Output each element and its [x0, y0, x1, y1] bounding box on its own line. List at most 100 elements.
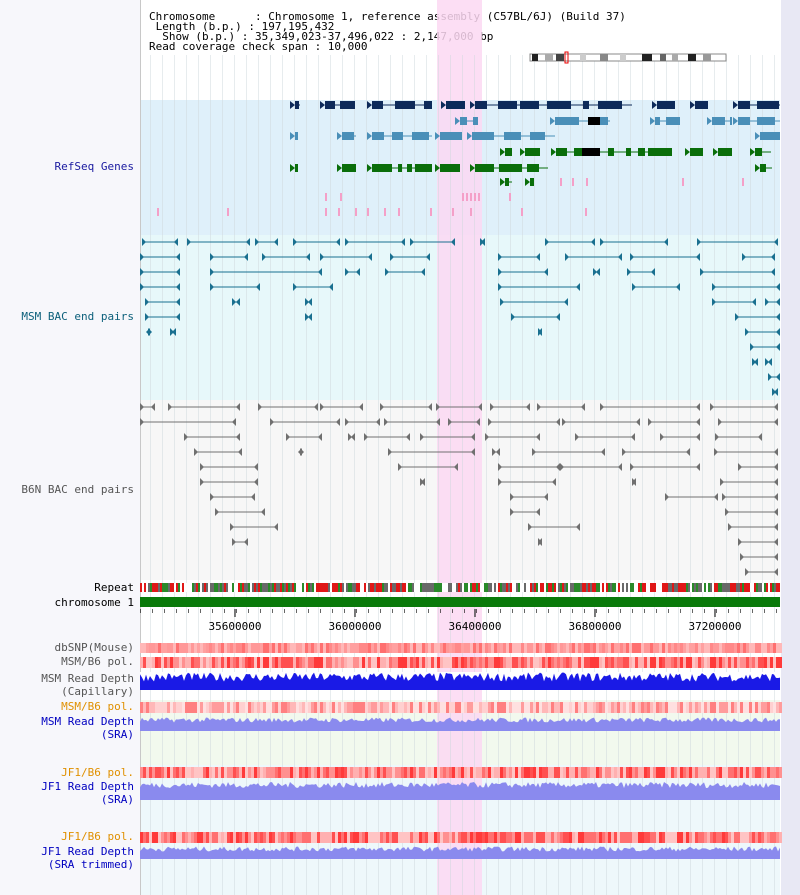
msm-b6-pol2-cell — [437, 702, 440, 713]
jf1-b6-pol-cell — [257, 767, 260, 778]
repeat-element — [354, 583, 356, 592]
track-label-repeat[interactable]: Repeat — [94, 581, 134, 594]
track-label-jf1-depth-sra[interactable]: JF1 Read Depth — [41, 780, 134, 793]
jf1-b6-pol2-cell — [221, 832, 224, 843]
jf1-b6-pol2-cell — [173, 832, 176, 843]
b6n-bac-end — [454, 463, 458, 471]
jf1-b6-pol2-cell — [497, 832, 500, 843]
msm-bac-end — [308, 313, 312, 321]
msm-b6-pol2-cell — [452, 702, 455, 713]
repeat-element — [758, 583, 760, 592]
dbsnp-cell — [563, 643, 566, 653]
repeat-element — [648, 583, 650, 592]
dbsnp-cell — [242, 643, 245, 653]
msm-bac-end — [293, 283, 297, 291]
jf1-b6-pol2-cell — [311, 832, 314, 843]
jf1-b6-pol-cell — [533, 767, 536, 778]
msm-b6-pol-cell — [557, 657, 560, 668]
dbsnp-cell — [578, 643, 581, 653]
b6n-bac-end — [696, 463, 700, 471]
dbsnp-cell — [494, 643, 497, 653]
strand-arrow — [652, 101, 657, 109]
msm-b6-pol-cell — [569, 657, 572, 668]
gene-exon — [395, 101, 415, 109]
track-label-jf1-b6-pol-1[interactable]: JF1/B6 pol. — [61, 766, 134, 779]
msm-b6-pol2-cell — [428, 702, 431, 713]
gene-exon — [760, 132, 780, 140]
ideogram-position-marker — [564, 51, 569, 64]
jf1-b6-pol-cell — [725, 767, 728, 778]
repeat-element — [440, 583, 442, 592]
dbsnp-cell — [608, 643, 611, 653]
repeat-element — [344, 583, 346, 592]
msm-bac-end — [632, 283, 636, 291]
jf1-b6-pol2-cell — [671, 832, 674, 843]
repeat-element — [774, 583, 776, 592]
track-label-jf1-depth-trimmed[interactable]: JF1 Read Depth — [41, 845, 134, 858]
jf1-b6-pol2-cell — [383, 832, 386, 843]
track-label-msm-b6-pol-1[interactable]: MSM/B6 pol. — [61, 655, 134, 668]
repeat-element — [632, 583, 634, 592]
jf1-b6-pol-cell — [446, 767, 449, 778]
jf1-b6-pol2-cell — [614, 832, 617, 843]
jf1-b6-pol-cell — [365, 767, 368, 778]
jf1-b6-pol2-cell — [287, 832, 290, 843]
msm-b6-pol-cell — [476, 657, 479, 668]
track-label-msm-b6-pol-2[interactable]: MSM/B6 pol. — [61, 700, 134, 713]
jf1-b6-pol2-cell — [230, 832, 233, 843]
repeat-element — [196, 583, 198, 592]
track-label-refseq-genes[interactable]: RefSeq Genes — [54, 160, 134, 173]
dbsnp-cell — [221, 643, 224, 653]
msm-b6-pol2-cell — [440, 702, 443, 713]
msm-b6-pol-cell — [776, 657, 779, 668]
repeat-element — [406, 583, 408, 592]
track-label-b6n-bac[interactable]: B6N BAC end pairs — [21, 483, 134, 496]
jf1-b6-pol-cell — [410, 767, 413, 778]
repeat-element — [464, 583, 466, 592]
jf1-b6-pol2-cell — [758, 832, 761, 843]
track-label-chromosome[interactable]: chromosome 1 — [54, 596, 134, 609]
track-label-jf1-b6-pol-2[interactable]: JF1/B6 pol. — [61, 830, 134, 843]
transcript-tick — [227, 208, 229, 216]
dbsnp-cell — [269, 643, 272, 653]
jf1-b6-pol2-cell — [320, 832, 323, 843]
chromosome-ideogram-icon[interactable] — [529, 51, 727, 64]
repeat-element — [256, 583, 258, 592]
msm-b6-pol-cell — [242, 657, 245, 668]
jf1-b6-pol-cell — [557, 767, 560, 778]
jf1-b6-pol2-cell — [731, 832, 734, 843]
jf1-b6-pol2-cell — [479, 832, 482, 843]
jf1-b6-pol-cell — [329, 767, 332, 778]
msm-b6-pol2-cell — [347, 702, 350, 713]
jf1-b6-pol2-cell — [422, 832, 425, 843]
msm-b6-pol-cell — [323, 657, 326, 668]
dbsnp-cell — [248, 643, 251, 653]
track-label-dbsnp[interactable]: dbSNP(Mouse) — [54, 641, 134, 654]
track-label-msm-bac[interactable]: MSM BAC end pairs — [21, 310, 134, 323]
dbsnp-cell — [629, 643, 632, 653]
dbsnp-cell — [503, 643, 506, 653]
jf1-b6-pol2-cell — [518, 832, 521, 843]
msm-b6-pol2-cell — [632, 702, 635, 713]
repeat-element — [506, 583, 508, 592]
strand-arrow — [500, 178, 505, 186]
msm-b6-pol-cell — [422, 657, 425, 668]
msm-b6-pol-cell — [164, 657, 167, 668]
gene-exon — [655, 117, 660, 125]
repeat-element — [592, 583, 594, 592]
repeat-element — [304, 583, 306, 592]
jf1-b6-pol-cell — [272, 767, 275, 778]
msm-b6-pol-cell — [266, 657, 269, 668]
jf1-b6-pol-cell — [266, 767, 269, 778]
track-label-msm-depth-capillary[interactable]: MSM Read Depth — [41, 672, 134, 685]
msm-bac-end — [765, 298, 769, 306]
msm-b6-pol-cell — [746, 657, 749, 668]
jf1-b6-pol-cell — [254, 767, 257, 778]
msm-b6-pol2-cell — [767, 702, 770, 713]
b6n-bac-end — [286, 433, 290, 441]
jf1-b6-pol2-cell — [164, 832, 167, 843]
track-label-msm-depth-sra[interactable]: MSM Read Depth — [41, 715, 134, 728]
msm-b6-pol2-cell — [572, 702, 575, 713]
repeat-element — [200, 583, 202, 592]
